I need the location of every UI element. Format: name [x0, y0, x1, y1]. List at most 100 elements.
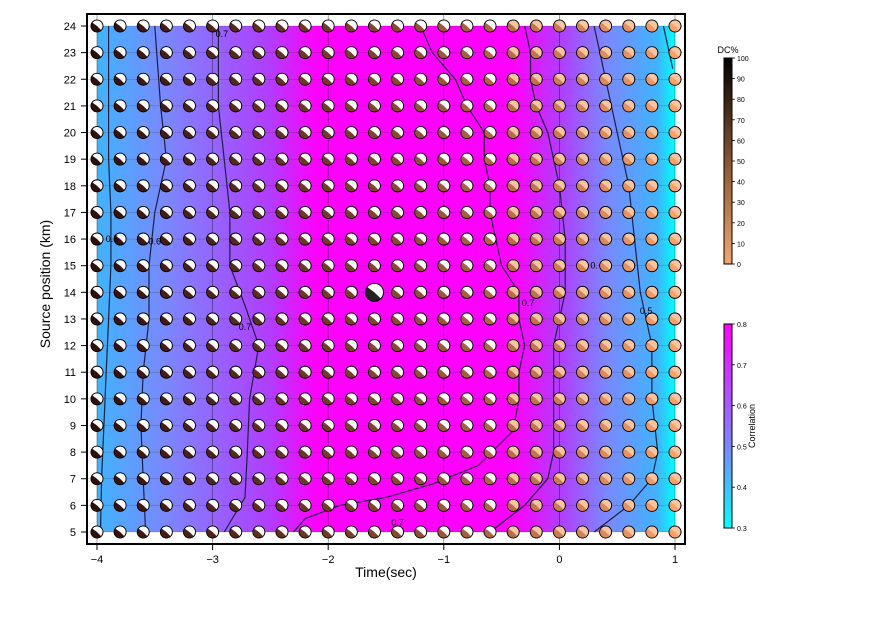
y-tick-label: 10 [64, 394, 76, 406]
beachball [298, 525, 312, 539]
beachball [460, 19, 474, 33]
beachball [645, 126, 659, 139]
beachball [368, 419, 381, 432]
beachball [275, 312, 289, 326]
beachball [391, 392, 404, 406]
beachball [529, 339, 543, 352]
beachball [136, 179, 150, 193]
beachball [368, 72, 381, 86]
beachball [90, 232, 104, 246]
beachball [136, 365, 150, 379]
y-tick-label: 22 [64, 74, 76, 86]
beachball [645, 445, 659, 459]
beachball [529, 99, 543, 113]
beachball [622, 285, 636, 299]
beachball [622, 152, 636, 166]
beachball [668, 152, 682, 166]
beachball [437, 126, 451, 139]
contour-label: 0.5 [106, 234, 119, 244]
beachball [113, 46, 127, 60]
beachball [645, 392, 659, 406]
beachball [391, 312, 404, 326]
contour-line [217, 26, 260, 532]
beachball [645, 232, 659, 246]
beachball [183, 445, 196, 459]
beachball [183, 339, 196, 352]
beachball [553, 525, 566, 539]
beachball [321, 19, 335, 33]
beachball [599, 392, 613, 406]
beachball [576, 339, 589, 352]
beachball [183, 285, 196, 299]
beachball [321, 339, 335, 352]
beachball [414, 152, 428, 166]
beachball [599, 179, 613, 193]
beachball [90, 46, 104, 60]
beachball [529, 126, 543, 139]
beachball [506, 285, 520, 299]
y-tick-label: 9 [70, 420, 76, 432]
beachball [414, 392, 428, 406]
beachball [159, 259, 173, 273]
beachball [437, 232, 451, 246]
beachball [576, 19, 589, 33]
correlation-heatmap [97, 26, 675, 532]
beachball [344, 392, 358, 406]
beachball [90, 19, 104, 33]
beachball [645, 19, 659, 33]
beachball [622, 365, 636, 379]
beachball [506, 152, 520, 166]
beachball [576, 392, 589, 406]
beachball [206, 472, 220, 486]
beachball [437, 445, 451, 459]
beachball [576, 259, 589, 273]
beachball [275, 365, 289, 379]
beachball [460, 206, 474, 219]
beachball [668, 339, 682, 352]
beachball [622, 498, 636, 512]
beachball [275, 259, 289, 273]
beachball [321, 46, 335, 60]
beachball [460, 365, 474, 379]
beachball [553, 445, 566, 459]
beachball [368, 152, 381, 166]
beachball [437, 46, 451, 60]
beachball [391, 525, 404, 539]
beachball [460, 312, 474, 326]
contour-label: 0.6 [149, 237, 162, 247]
beachball [183, 365, 196, 379]
contour-label: 0.7 [391, 518, 404, 528]
beachball [506, 445, 520, 459]
beachball [460, 339, 474, 352]
beachball [298, 392, 312, 406]
beachball [368, 126, 381, 139]
beachball [599, 152, 613, 166]
beachball [437, 365, 451, 379]
beachball [599, 312, 613, 326]
beachball [529, 19, 543, 33]
beachball [159, 46, 173, 60]
beachball [252, 419, 266, 432]
beachball [321, 259, 335, 273]
beachball [368, 339, 381, 352]
beachball [576, 232, 589, 246]
beachball [622, 392, 636, 406]
beachball [252, 152, 266, 166]
beachball [183, 206, 196, 219]
beachball [599, 419, 613, 432]
beachball [645, 419, 659, 432]
beachball [321, 99, 335, 113]
beachball [90, 285, 104, 299]
correlation-tick-label: 0.4 [737, 485, 747, 492]
beachball [460, 232, 474, 246]
beachball [229, 392, 243, 406]
contour-line [593, 26, 659, 532]
beachball [460, 419, 474, 432]
beachball [229, 126, 243, 139]
beachball [229, 19, 243, 33]
beachball [668, 365, 682, 379]
beachball [391, 259, 404, 273]
beachball [576, 99, 589, 113]
beachball [553, 472, 566, 486]
beachball [483, 259, 497, 273]
